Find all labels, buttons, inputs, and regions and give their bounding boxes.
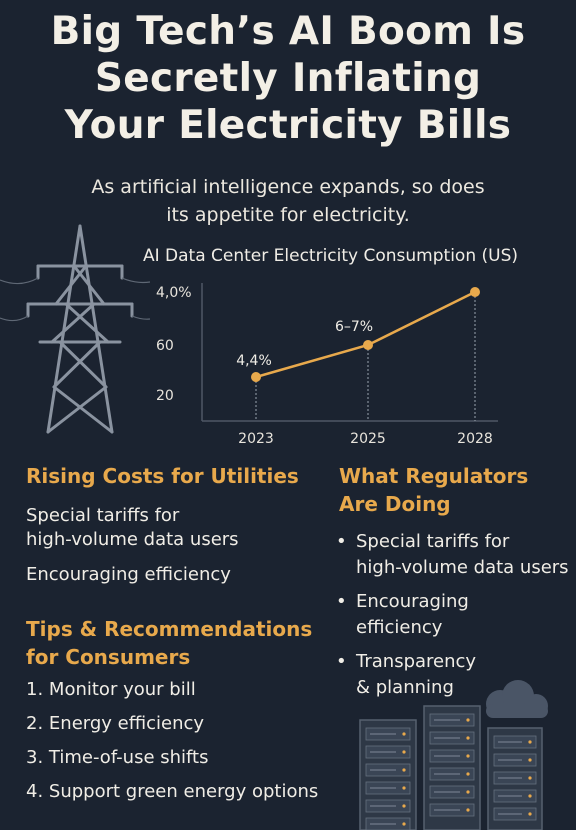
tip-text: Energy efficiency bbox=[48, 713, 205, 734]
regulator-item-line-2: efficiency bbox=[356, 617, 443, 638]
power-transmission-tower-icon bbox=[0, 224, 150, 434]
headline: Big Tech’s AI Boom Is Secretly Inflating… bbox=[0, 8, 576, 149]
tip-item: 3. Time-of-use shifts bbox=[26, 745, 318, 771]
tips-heading: Tips & Recommendations for Consumers bbox=[26, 615, 312, 671]
tip-text: Support green energy options bbox=[48, 781, 319, 802]
data-point bbox=[251, 372, 261, 382]
headline-line-2: Secretly Inflating bbox=[94, 56, 482, 101]
regulator-item-line-1: Transparency bbox=[356, 651, 477, 672]
rising-costs-item-1: Special tariffs for bbox=[26, 505, 180, 526]
tips-list: 1. Monitor your bill 2. Energy efficienc… bbox=[26, 677, 318, 805]
rising-costs-item-2: high-volume data users bbox=[26, 529, 239, 550]
data-point bbox=[470, 287, 480, 297]
status-light bbox=[528, 794, 532, 798]
y-tick-label: 60 bbox=[156, 338, 174, 354]
bullet-icon: • bbox=[336, 651, 347, 672]
regulator-item-line-2: high-volume data users bbox=[356, 557, 569, 578]
regulator-item: • Encouraging efficiency bbox=[336, 589, 569, 641]
status-light bbox=[402, 732, 406, 736]
regulator-item-line-2: & planning bbox=[356, 677, 454, 698]
regulator-item: • Transparency & planning bbox=[336, 649, 569, 701]
tip-number: 2. bbox=[26, 713, 44, 734]
chart-title: AI Data Center Electricity Consumption (… bbox=[143, 246, 519, 266]
regulators-list: • Special tariffs for high-volume data u… bbox=[336, 529, 569, 701]
status-light bbox=[466, 718, 470, 722]
regulator-item: • Special tariffs for high-volume data u… bbox=[336, 529, 569, 581]
tip-item: 4. Support green energy options bbox=[26, 779, 318, 805]
status-light bbox=[466, 772, 470, 776]
tip-number: 1. bbox=[26, 679, 44, 700]
tip-number: 3. bbox=[26, 747, 44, 768]
status-light bbox=[466, 754, 470, 758]
status-light bbox=[528, 758, 532, 762]
status-light bbox=[402, 804, 406, 808]
subtitle-line-2: its appetite for electricity. bbox=[166, 204, 410, 226]
x-tick-label: 2028 bbox=[457, 431, 493, 447]
subtitle: As artificial intelligence expands, so d… bbox=[0, 173, 576, 229]
status-light bbox=[402, 750, 406, 754]
regulator-item-line-1: Encouraging bbox=[356, 591, 469, 612]
x-tick-label: 2025 bbox=[350, 431, 386, 447]
regulators-heading-line-1: What Regulators bbox=[339, 464, 529, 488]
server-rack-illustration bbox=[359, 680, 548, 830]
rising-costs-item-3: Encouraging efficiency bbox=[26, 564, 231, 585]
regulator-item-line-1: Special tariffs for bbox=[356, 531, 510, 552]
bullet-icon: • bbox=[336, 531, 347, 552]
cloud-icon bbox=[486, 680, 548, 718]
x-tick-label: 2023 bbox=[238, 431, 274, 447]
data-label: 6–7% bbox=[335, 319, 373, 335]
status-light bbox=[402, 786, 406, 790]
tips-heading-line-2: for Consumers bbox=[26, 645, 191, 669]
status-light bbox=[528, 812, 532, 816]
status-light bbox=[528, 776, 532, 780]
headline-line-3: Your Electricity Bills bbox=[64, 103, 512, 148]
bullet-icon: • bbox=[336, 591, 347, 612]
data-label: 4,4% bbox=[236, 353, 272, 369]
headline-line-1: Big Tech’s AI Boom Is bbox=[50, 9, 526, 54]
status-light bbox=[466, 790, 470, 794]
tip-number: 4. bbox=[26, 781, 44, 802]
tip-item: 2. Energy efficiency bbox=[26, 711, 318, 737]
y-tick-label: 20 bbox=[156, 388, 174, 404]
server-rack-icon bbox=[359, 705, 543, 830]
tip-text: Time-of-use shifts bbox=[48, 747, 209, 768]
tip-item: 1. Monitor your bill bbox=[26, 677, 318, 703]
regulators-heading: What Regulators Are Doing bbox=[339, 462, 528, 518]
status-light bbox=[402, 822, 406, 826]
tips-heading-line-1: Tips & Recommendations bbox=[26, 617, 313, 641]
status-light bbox=[466, 736, 470, 740]
tip-text: Monitor your bill bbox=[48, 679, 196, 700]
status-light bbox=[466, 808, 470, 812]
status-light bbox=[402, 768, 406, 772]
status-light bbox=[528, 740, 532, 744]
y-tick-label: 4,0% bbox=[156, 285, 192, 301]
data-point bbox=[363, 340, 373, 350]
rising-costs-heading: Rising Costs for Utilities bbox=[26, 464, 299, 488]
line-chart: 4,0% 60 20 2023 2025 2028 4,4% 6–7% bbox=[156, 283, 498, 447]
regulators-heading-line-2: Are Doing bbox=[339, 492, 451, 516]
subtitle-line-1: As artificial intelligence expands, so d… bbox=[91, 176, 485, 198]
